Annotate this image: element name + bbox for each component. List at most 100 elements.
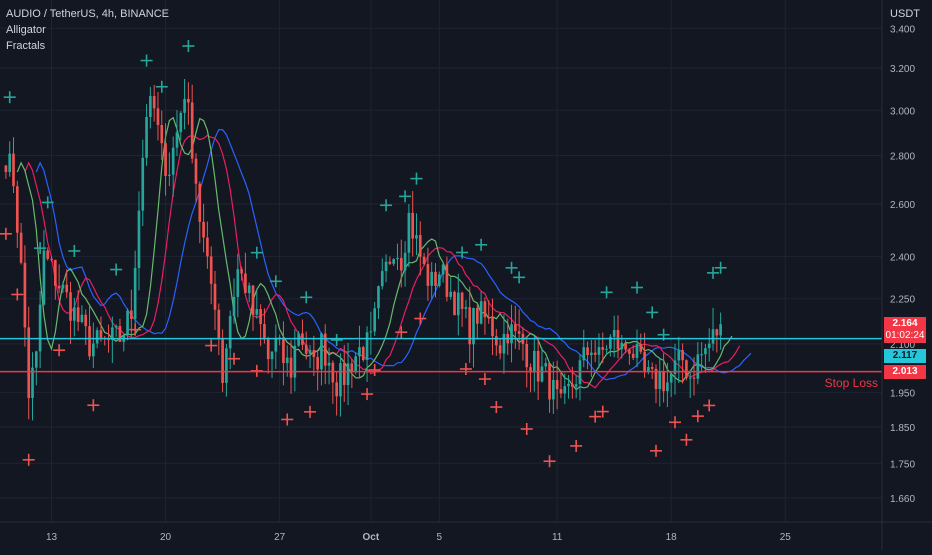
fractal-down-marker <box>459 362 472 375</box>
candle-body <box>441 264 445 275</box>
candle-body <box>164 143 167 176</box>
fractal-up-marker <box>330 333 343 346</box>
fractal-down-marker <box>205 339 218 352</box>
candle-body <box>430 271 434 286</box>
candle-body <box>342 363 346 386</box>
candle-body <box>605 348 608 350</box>
candle-body <box>666 382 669 392</box>
fractal-down-marker <box>87 399 100 412</box>
indicator-fractals[interactable]: Fractals <box>6 40 46 52</box>
candle-body <box>456 292 460 316</box>
candle-body <box>34 351 38 368</box>
candle-body <box>46 250 50 259</box>
candle-body <box>27 327 31 399</box>
fractal-down-marker <box>11 288 24 301</box>
indicator-alligator[interactable]: Alligator <box>6 24 46 36</box>
candle-body <box>76 307 80 322</box>
fractal-up-marker <box>399 190 412 203</box>
x-tick-label: 18 <box>666 532 678 543</box>
x-tick-label: Oct <box>363 532 380 543</box>
candle-body <box>50 258 53 260</box>
fractal-down-marker <box>228 352 241 365</box>
candle-body <box>327 362 331 366</box>
candle-body <box>548 363 551 400</box>
candle-body <box>194 158 198 184</box>
candle-body <box>681 350 684 361</box>
y-tick-label: 2.100 <box>890 340 915 351</box>
candle-body <box>597 347 601 355</box>
candle-body <box>399 257 403 271</box>
y-tick-label: 3.200 <box>890 64 915 75</box>
candle-body <box>468 307 472 345</box>
x-tick-label: 13 <box>46 532 58 543</box>
candle-body <box>472 307 475 345</box>
candle-body <box>669 373 673 383</box>
candle-body <box>396 257 399 260</box>
candle-body <box>213 283 217 310</box>
candle-body <box>331 362 335 383</box>
alligator-jaw-line <box>35 128 752 381</box>
candle-body <box>251 285 255 315</box>
candle-body <box>620 342 624 350</box>
candle-body <box>232 296 236 316</box>
candle-body <box>320 333 323 370</box>
fractal-up-marker <box>630 281 643 294</box>
candle-body <box>15 186 19 233</box>
candle-body <box>228 315 232 349</box>
candle-body <box>84 314 88 327</box>
horizontal-lines-layer <box>0 337 882 373</box>
candle-body <box>365 332 369 361</box>
candle-body <box>346 363 350 386</box>
candle-body <box>187 98 190 103</box>
candle-body <box>403 252 407 271</box>
candle-body <box>612 330 616 337</box>
symbol-title[interactable]: AUDIO / TetherUS, 4h, BINANCE <box>6 8 170 20</box>
candle-body <box>586 347 589 356</box>
candle-body <box>202 221 205 238</box>
candle-body <box>418 235 422 257</box>
candle-body <box>639 343 643 352</box>
candle-body <box>407 212 411 253</box>
candle-body <box>149 96 152 118</box>
y-tick-label: 3.000 <box>890 106 915 117</box>
candle-body <box>525 343 529 368</box>
alligator-teeth-line <box>24 134 741 389</box>
grid-layer <box>0 0 882 522</box>
stop-loss-label[interactable]: Stop Loss <box>824 375 878 390</box>
candle-body <box>323 333 327 366</box>
y-tick-label: 2.800 <box>890 151 915 162</box>
candle-body <box>339 363 342 397</box>
candle-body <box>559 389 563 394</box>
candle-body <box>487 317 491 319</box>
fractal-up-marker <box>513 271 526 284</box>
candle-body <box>536 350 540 382</box>
candle-body <box>247 285 251 294</box>
candle-body <box>111 327 114 340</box>
fractal-down-marker <box>395 326 408 339</box>
fractal-down-marker <box>478 373 491 386</box>
candle-body <box>23 262 27 328</box>
candle-body <box>422 256 426 265</box>
candle-body <box>61 284 65 289</box>
fractal-up-marker <box>182 40 195 53</box>
candle-body <box>658 371 662 390</box>
candle-body <box>715 329 719 336</box>
candle-body <box>369 331 373 333</box>
candle-body <box>437 274 441 286</box>
candle-body <box>316 357 319 370</box>
candle-body <box>259 309 262 325</box>
candle-body <box>563 386 567 394</box>
candle-body <box>384 261 388 272</box>
currency-unit-label[interactable]: USDT <box>890 8 920 20</box>
current-price-value: 2.164 <box>892 318 918 330</box>
candle-body <box>654 368 658 390</box>
candle-body <box>479 301 483 324</box>
candles-layer <box>4 78 722 421</box>
candle-body <box>601 347 605 350</box>
candle-body <box>152 96 156 109</box>
candle-body <box>8 153 12 173</box>
candle-body <box>650 367 654 369</box>
x-tick-label: 27 <box>274 532 286 543</box>
